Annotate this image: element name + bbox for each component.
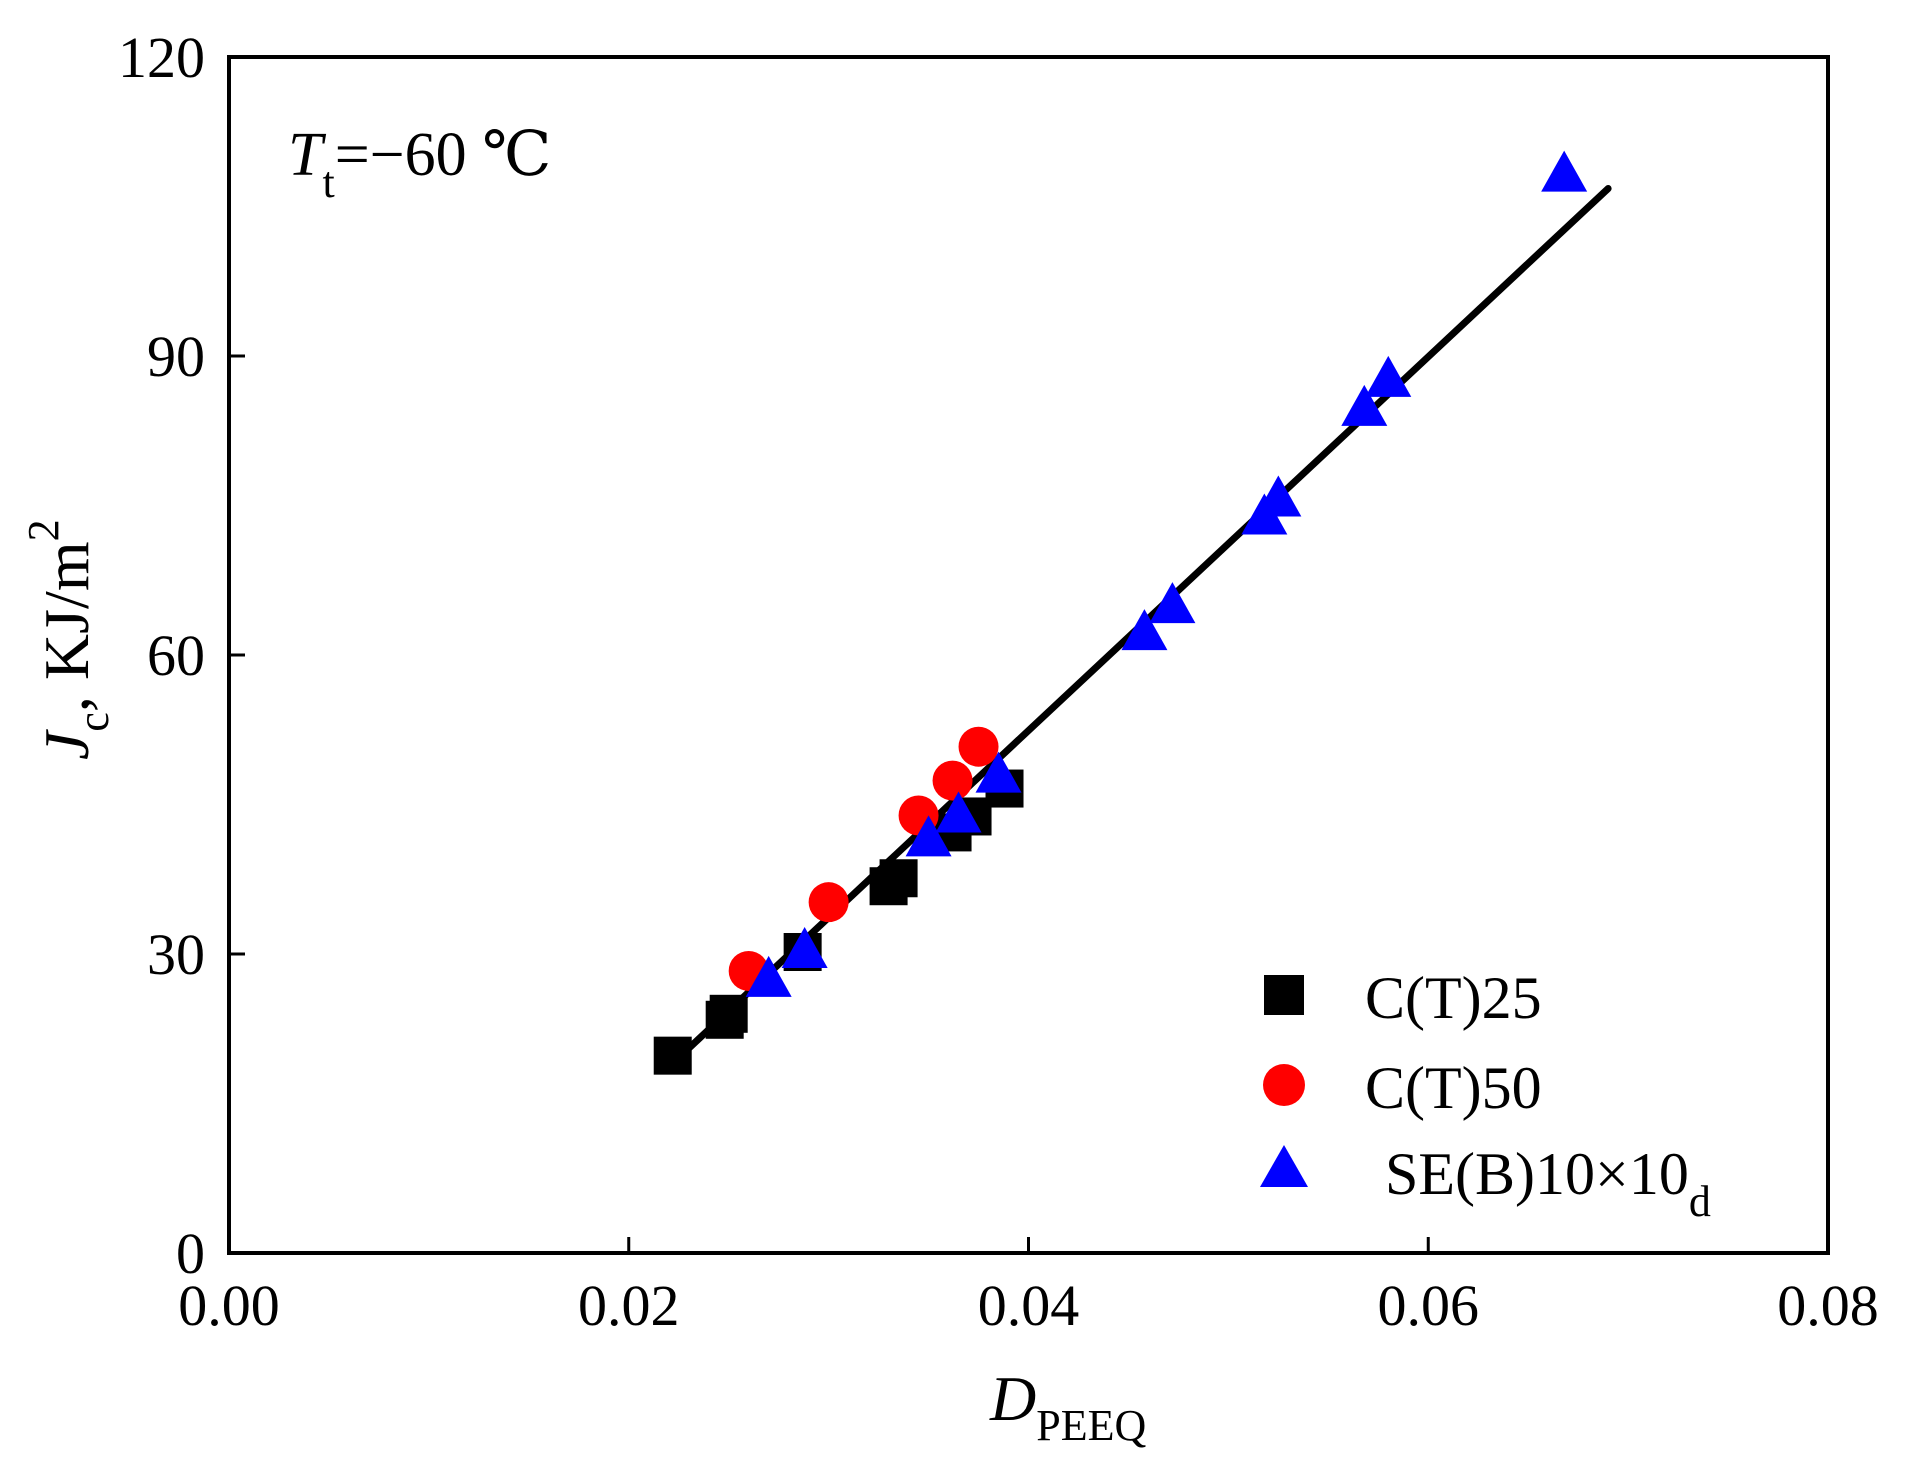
point-s2-1 <box>781 927 828 969</box>
legend-label-ct25: C(T)25 <box>1365 965 1542 1031</box>
point-s2-3 <box>935 791 982 833</box>
point-s2-11 <box>1541 150 1588 192</box>
y-tick-label-4: 120 <box>118 25 205 90</box>
point-s0-0 <box>653 1036 692 1075</box>
data-points <box>653 150 1588 1075</box>
series-2 <box>745 150 1588 997</box>
point-s2-9 <box>1341 384 1388 426</box>
x-tick-label-3: 0.06 <box>1378 1273 1480 1338</box>
x-tick-label-1: 0.02 <box>578 1273 680 1338</box>
legend: C(T)25 C(T)50 SE(B)10×10d <box>1260 965 1711 1226</box>
x-tick-label-2: 0.04 <box>978 1273 1080 1338</box>
axis-ticks: 0.00 0.02 0.04 0.06 0.08 0 30 60 90 120 <box>118 25 1879 1338</box>
y-tick-label-0: 0 <box>176 1221 205 1286</box>
legend-label-seb: SE(B)10×10d <box>1385 1141 1711 1226</box>
y-tick-label-1: 30 <box>147 922 205 987</box>
y-axis-title: Jc, KJ/m2 <box>19 519 118 760</box>
point-s2-5 <box>1121 609 1168 651</box>
y-axis-symbol: J <box>31 729 102 760</box>
series-1 <box>728 726 999 991</box>
point-s2-6 <box>1149 582 1196 624</box>
legend-label-seb-text: SE(B)10×10 <box>1385 1141 1689 1207</box>
point-s1-3 <box>932 760 973 801</box>
x-tick-label-0: 0.00 <box>178 1273 280 1338</box>
annotation-text: =−60 ℃ <box>335 121 552 189</box>
point-s1-4 <box>958 726 999 767</box>
legend-marker-ct25 <box>1264 975 1304 1015</box>
point-s1-1 <box>808 882 849 923</box>
plot-frame <box>227 55 1830 1255</box>
annotation-symbol: T <box>288 121 327 189</box>
point-s0-2 <box>709 994 748 1033</box>
legend-marker-seb <box>1260 1145 1308 1187</box>
point-s2-4 <box>975 751 1022 793</box>
point-s2-8 <box>1255 475 1302 517</box>
y-axis-subscript: c <box>69 712 118 732</box>
point-s2-2 <box>905 815 952 857</box>
y-tick-label-3: 90 <box>147 324 205 389</box>
x-axis-subscript: PEEQ <box>1036 1401 1146 1450</box>
legend-label-seb-subscript: d <box>1689 1177 1711 1226</box>
y-axis-superscript: 2 <box>19 519 68 541</box>
annotation-subscript: t <box>322 158 334 207</box>
y-axis-unit: , KJ/m <box>31 541 102 712</box>
y-tick-label-2: 60 <box>147 623 205 688</box>
x-tick-label-4: 0.08 <box>1777 1273 1879 1338</box>
x-axis-title: DPEEQ <box>989 1363 1146 1450</box>
legend-label-ct50: C(T)50 <box>1365 1055 1542 1121</box>
x-axis-symbol: D <box>989 1363 1036 1434</box>
point-s2-10 <box>1365 355 1412 397</box>
temperature-annotation: Tt=−60 ℃ <box>288 121 552 207</box>
point-s0-5 <box>879 859 918 898</box>
point-s2-0 <box>745 955 792 997</box>
legend-marker-ct50 <box>1263 1064 1305 1106</box>
